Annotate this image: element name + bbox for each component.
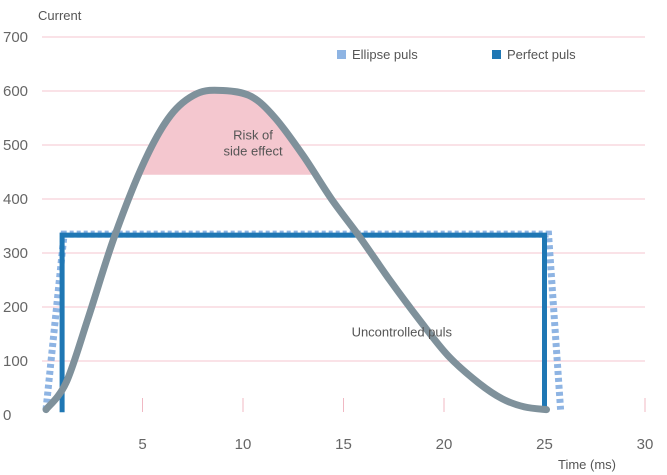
y-axis-title: Current <box>38 8 82 23</box>
y-tick-label: 0 <box>3 407 11 424</box>
x-tick-label: 15 <box>335 436 352 453</box>
x-tick-label: 10 <box>235 436 252 453</box>
legend-swatch <box>492 50 501 59</box>
legend: Ellipse puls Perfect puls <box>337 47 576 62</box>
y-tick-label: 700 <box>3 29 28 46</box>
series-group <box>42 86 565 414</box>
risk-region <box>139 90 316 175</box>
y-tick-label: 500 <box>3 137 28 154</box>
x-axis-ticks: 5 10 15 20 25 30 <box>138 398 653 453</box>
legend-swatch <box>337 50 346 59</box>
series-line-uncontrolled-puls <box>42 86 551 414</box>
x-tick-label: 20 <box>436 436 453 453</box>
y-tick-label: 400 <box>3 191 28 208</box>
risk-shaded-area <box>139 90 316 175</box>
y-axis-tick-labels: 0 100 200 300 400 500 600 700 <box>3 29 28 424</box>
y-tick-label: 300 <box>3 245 28 262</box>
y-tick-label: 200 <box>3 299 28 316</box>
legend-label: Ellipse puls <box>352 47 418 62</box>
annotation: Risk of side effect <box>224 128 283 159</box>
x-tick-label: 25 <box>536 436 553 453</box>
y-tick-label: 600 <box>3 83 28 100</box>
annotation: Uncontrolled puls <box>352 325 453 340</box>
y-tick-label: 100 <box>3 353 28 370</box>
grid-lines <box>42 36 645 362</box>
series-line-perfect-puls <box>59 232 547 413</box>
annotations: Risk of side effect Uncontrolled puls <box>224 128 453 340</box>
x-tick-label: 30 <box>637 436 654 453</box>
x-tick-label: 5 <box>138 436 146 453</box>
legend-label: Perfect puls <box>507 47 576 62</box>
x-axis-title: Time (ms) <box>558 457 616 472</box>
